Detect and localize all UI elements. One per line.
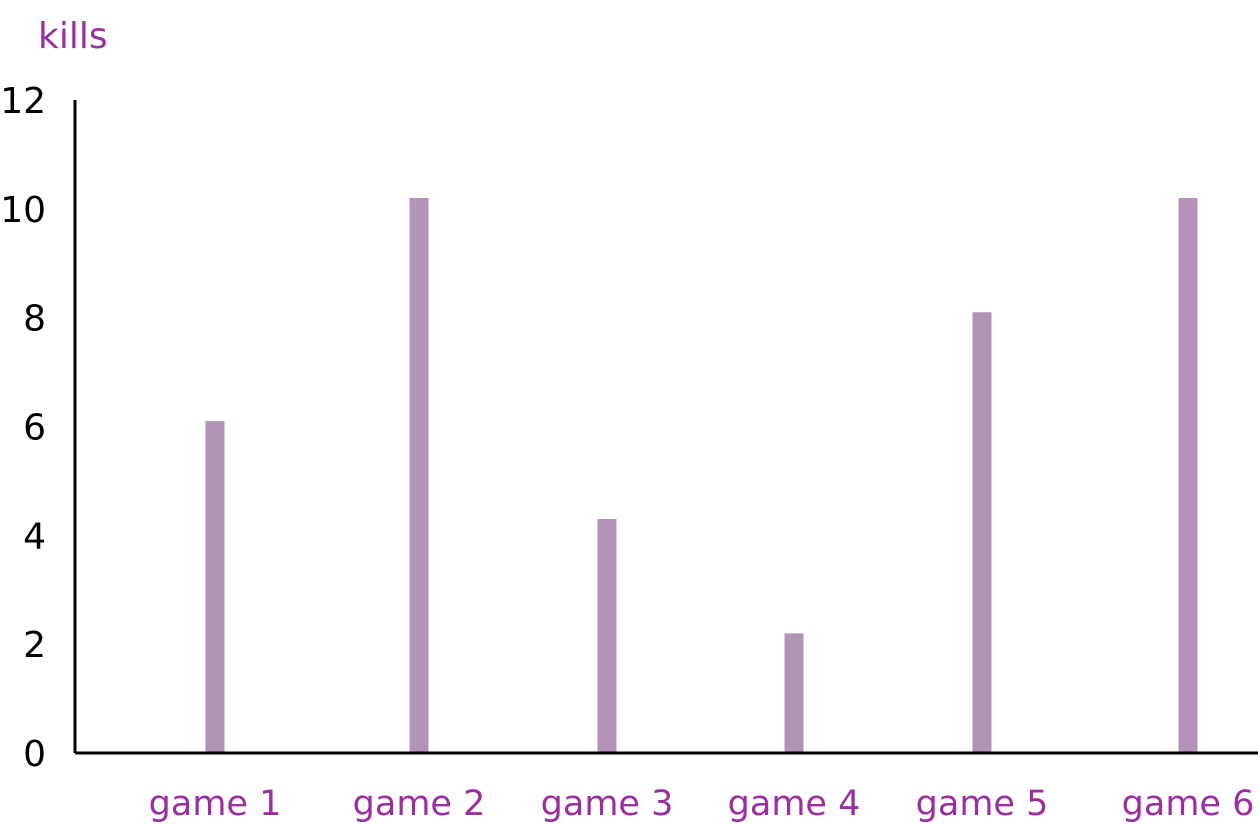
y-axis-label: kills [38, 16, 108, 57]
bar [205, 421, 225, 753]
y-tick-label: 6 [23, 408, 46, 449]
y-axis-ticks: 0 2 4 6 8 10 12 [0, 81, 46, 775]
bar [597, 519, 617, 753]
y-tick-label: 12 [0, 81, 46, 122]
x-tick-label: game 1 [149, 784, 282, 824]
x-tick-label: game 2 [353, 784, 486, 824]
x-tick-label: game 4 [728, 784, 861, 824]
x-axis-ticks: game 1 game 2 game 3 game 4 game 5 game 6 [149, 784, 1255, 824]
y-tick-label: 8 [23, 299, 46, 340]
bar [784, 633, 804, 753]
bar [1178, 197, 1198, 753]
bar [972, 312, 992, 753]
y-tick-label: 4 [23, 516, 46, 557]
x-tick-label: game 6 [1122, 784, 1255, 824]
y-tick-label: 2 [23, 625, 46, 666]
x-tick-label: game 5 [916, 784, 1049, 824]
bars [205, 197, 1198, 753]
y-tick-label: 0 [23, 734, 46, 775]
bar [409, 197, 429, 753]
x-tick-label: game 3 [541, 784, 674, 824]
y-tick-label: 10 [0, 190, 46, 231]
